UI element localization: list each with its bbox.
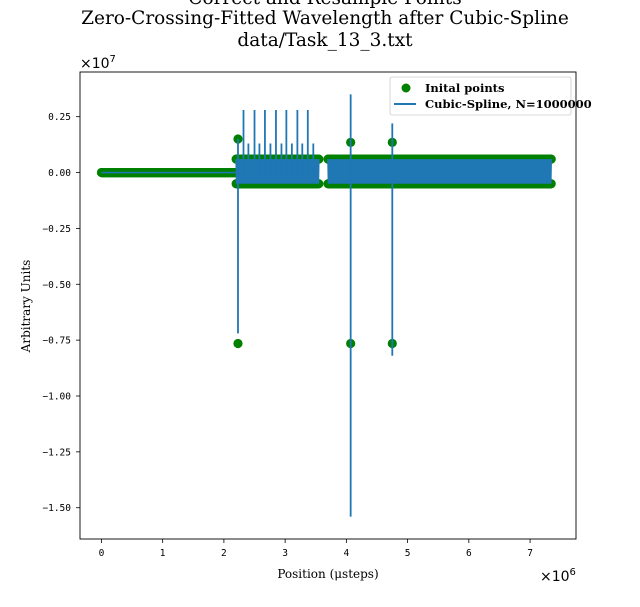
x-tick-label: 3 xyxy=(282,548,288,559)
plot-data-layer xyxy=(96,94,556,517)
cubic-spline-band xyxy=(235,159,320,184)
y-axis-label: Arbitrary Units xyxy=(19,260,33,354)
chart-title-line-3: data/Task_13_3.txt xyxy=(237,30,413,51)
y-tick-label: −1.50 xyxy=(42,503,71,514)
legend-label-initial-points: Inital points xyxy=(425,81,504,95)
x-tick-label: 2 xyxy=(221,548,227,559)
x-axis-label: Position (μsteps) xyxy=(277,567,378,581)
y-tick-label: −1.25 xyxy=(42,447,71,458)
x-tick-label: 5 xyxy=(405,548,411,559)
initial-point-marker xyxy=(233,134,243,144)
y-tick-label: 0.25 xyxy=(48,112,71,123)
legend: Inital points Cubic-Spline, N=1000000 xyxy=(389,76,592,116)
legend-label-cubic-spline: Cubic-Spline, N=1000000 xyxy=(425,97,592,111)
chart-title-line-1: Correct and Resample Points xyxy=(0,0,640,10)
legend-box xyxy=(389,76,572,116)
x-tick-label: 4 xyxy=(344,548,350,559)
y-offset-label: ×107 xyxy=(80,54,116,72)
axis-layer: 0 1 2 3 4 5 6 7 0.25 0.00 −0.25 −0.50 −0.75 −1.00 −1.2… xyxy=(42,112,533,559)
legend-marker-initial-points xyxy=(401,83,411,93)
y-tick-label: −1.00 xyxy=(42,391,71,402)
cubic-spline-band xyxy=(327,159,552,184)
y-tick-label: −0.50 xyxy=(42,280,71,291)
y-tick-label: −0.25 xyxy=(42,224,71,235)
y-tick-label: 0.00 xyxy=(48,168,71,179)
x-tick-label: 1 xyxy=(160,548,166,559)
x-offset-label: ×106 xyxy=(540,567,576,585)
plot-frame xyxy=(79,71,577,540)
x-tick-label: 7 xyxy=(527,548,533,559)
y-tick-label: −0.75 xyxy=(42,336,71,347)
x-tick-label: 0 xyxy=(99,548,105,559)
initial-point-marker xyxy=(233,338,243,349)
chart-title-line-2: Zero-Crossing-Fitted Wavelength after Cu… xyxy=(81,8,569,29)
x-tick-label: 6 xyxy=(466,548,472,559)
